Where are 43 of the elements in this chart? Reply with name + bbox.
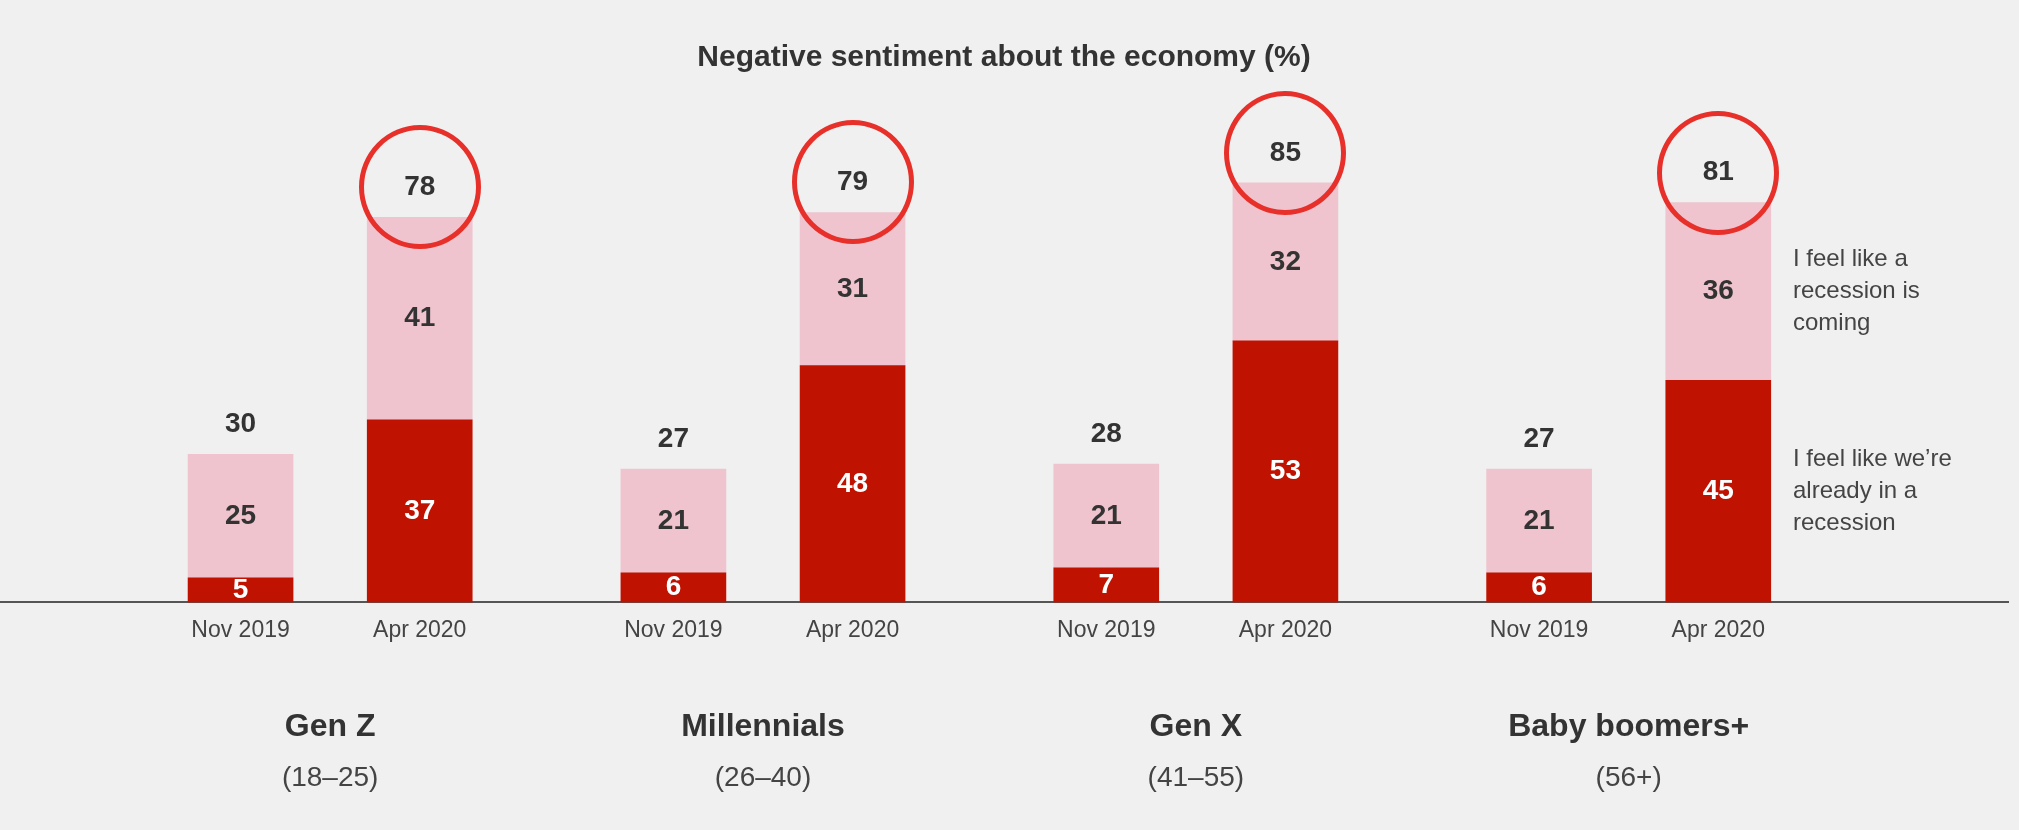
x-tick-label: Apr 2020 — [805, 615, 900, 642]
text: Millennials — [681, 706, 845, 743]
text: Gen Z — [284, 706, 376, 743]
x-tick-label: Apr 2020 — [1671, 615, 1765, 642]
data-label: 7 — [1098, 567, 1115, 599]
data-label: 37 — [404, 493, 436, 525]
text: Gen X — [1149, 706, 1243, 743]
x-tick-label: Apr 2020 — [373, 615, 467, 642]
total-label: 78 — [404, 170, 436, 202]
total-label: 85 — [1269, 135, 1301, 167]
data-label: 48 — [836, 466, 869, 498]
data-label: 53 — [1269, 454, 1301, 486]
data-label: 6 — [665, 570, 682, 602]
text: Baby boomers+ — [1508, 706, 1750, 743]
data-label: 21 — [657, 503, 689, 535]
total-label: 79 — [836, 165, 869, 197]
data-label: 6 — [1531, 570, 1547, 602]
total-label: 81 — [1702, 155, 1734, 187]
x-tick-label: Nov 2019 — [1489, 615, 1589, 642]
x-tick-label: Nov 2019 — [191, 615, 290, 642]
series-label: I feel like a recession is coming — [1793, 244, 1920, 336]
data-label: 21 — [1090, 498, 1122, 530]
text: (18–25) — [281, 760, 379, 792]
chart-title: Negative sentiment about the economy (%) — [697, 39, 1311, 73]
total-label: 27 — [1523, 421, 1555, 453]
total-label: 27 — [657, 421, 689, 453]
total-label: 30 — [224, 407, 257, 439]
x-tick-label: Apr 2020 — [1238, 615, 1333, 642]
data-label: 36 — [1702, 274, 1734, 306]
data-label: 45 — [1702, 474, 1734, 506]
total-label: 28 — [1090, 416, 1122, 448]
text: (41–55) — [1147, 760, 1245, 792]
x-tick-label: Nov 2019 — [624, 615, 723, 642]
data-label: 25 — [224, 498, 257, 530]
data-label: 31 — [836, 271, 869, 303]
data-label: 21 — [1523, 503, 1555, 535]
data-label: 5 — [232, 572, 249, 604]
series-label: I feel like we’re already in a recession — [1793, 443, 1952, 535]
data-label: 41 — [404, 301, 436, 333]
data-label: 32 — [1269, 244, 1301, 276]
text: (56+) — [1595, 760, 1662, 792]
x-tick-label: Nov 2019 — [1057, 615, 1156, 642]
text: (26–40) — [714, 760, 812, 792]
